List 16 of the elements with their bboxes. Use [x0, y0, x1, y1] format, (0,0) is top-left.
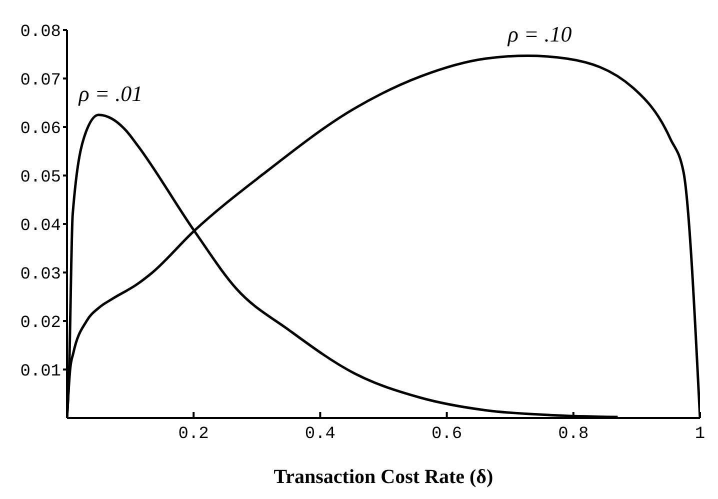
y-tick-label: 0.02 [20, 314, 61, 334]
y-tick-label: 0.03 [20, 266, 61, 285]
y-tick-label: 0.04 [20, 217, 61, 236]
x-tick-label: 0.8 [558, 425, 589, 444]
y-tick-label: 0.01 [20, 362, 61, 382]
x-tick-label: 1 [694, 425, 706, 444]
series-label: ρ = .10 [506, 22, 572, 47]
series-label: ρ = .01 [78, 80, 143, 106]
y-tick-label: 0.08 [20, 23, 61, 42]
x-axis-title: Transaction Cost Rate (δ) [274, 466, 494, 488]
y-tick-label: 0.05 [20, 168, 61, 188]
y-tick-label: 0.07 [20, 72, 61, 91]
x-tick-label: 0.6 [431, 425, 462, 444]
x-tick-label: 0.2 [178, 425, 209, 444]
x-tick-label: 0.4 [304, 425, 336, 444]
y-tick-label: 0.06 [20, 120, 61, 140]
